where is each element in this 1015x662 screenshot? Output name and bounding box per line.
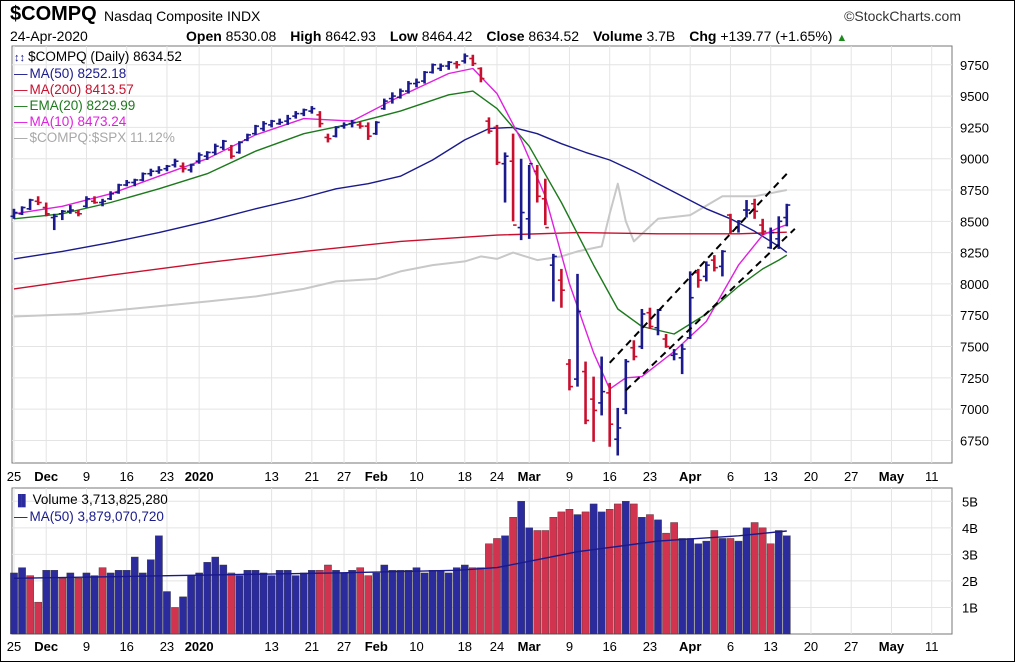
- open-value: 8530.08: [225, 28, 277, 44]
- legend-item: — MA(10) 8473.24: [14, 114, 182, 130]
- chg-label: Chg: [689, 28, 717, 44]
- legend-item: ↕↕ $COMPQ (Daily) 8634.52: [14, 49, 182, 66]
- high-label: High: [290, 28, 322, 44]
- legend-line-icon: —: [14, 509, 28, 524]
- legend-text: MA(10) 8473.24: [29, 114, 127, 129]
- legend-item: — EMA(20) 8229.99: [14, 98, 182, 114]
- legend-item: — MA(50) 3,879,070,720: [14, 509, 168, 525]
- volume-bars-icon: ▐▌: [14, 495, 33, 507]
- ohlc-bars-icon: ↕↕: [14, 52, 29, 64]
- legend-line-icon: —: [14, 82, 28, 97]
- volume-label: Volume: [593, 28, 643, 44]
- volume-value: 3.7B: [646, 28, 676, 44]
- low-value: 8464.42: [421, 28, 473, 44]
- legend-item: — MA(200) 8413.57: [14, 82, 182, 98]
- symbol-description: Nasdaq Composite INDX: [104, 8, 261, 24]
- volume-legend: ▐▌ Volume 3,713,825,280— MA(50) 3,879,070…: [14, 492, 168, 525]
- legend-text: MA(50) 8252.18: [29, 66, 127, 81]
- legend-item: — MA(50) 8252.18: [14, 66, 182, 82]
- legend-line-icon: —: [14, 66, 28, 81]
- legend-text: MA(50) 3,879,070,720: [29, 509, 164, 524]
- legend-text: MA(200) 8413.57: [29, 82, 134, 97]
- legend-text: Volume 3,713,825,280: [32, 492, 168, 507]
- legend-text: EMA(20) 8229.99: [29, 98, 136, 113]
- legend-line-icon: —: [14, 98, 28, 113]
- legend-item: — $COMPQ:$SPX 11.12%: [14, 130, 182, 146]
- quote-date: 24-Apr-2020: [10, 28, 88, 44]
- watermark: ©StockCharts.com: [844, 8, 961, 24]
- quote-line: Open 8530.08 High 8642.93 Low 8464.42 Close…: [186, 28, 847, 44]
- up-arrow-icon: ▲: [836, 32, 848, 44]
- legend-text: $COMPQ:$SPX 11.12%: [29, 130, 175, 145]
- legend-item: ▐▌ Volume 3,713,825,280: [14, 492, 168, 509]
- price-legend: ↕↕ $COMPQ (Daily) 8634.52— MA(50) 8252.18…: [14, 49, 182, 146]
- chg-value: +139.77 (+1.65%): [720, 28, 833, 44]
- legend-line-icon: —: [14, 114, 28, 129]
- close-value: 8634.52: [528, 28, 580, 44]
- close-label: Close: [486, 28, 525, 44]
- low-label: Low: [389, 28, 418, 44]
- symbol-title: $COMPQ: [10, 3, 97, 25]
- high-value: 8642.93: [325, 28, 376, 44]
- open-label: Open: [186, 28, 222, 44]
- legend-line-icon: —: [14, 130, 28, 145]
- legend-text: $COMPQ (Daily) 8634.52: [28, 49, 182, 64]
